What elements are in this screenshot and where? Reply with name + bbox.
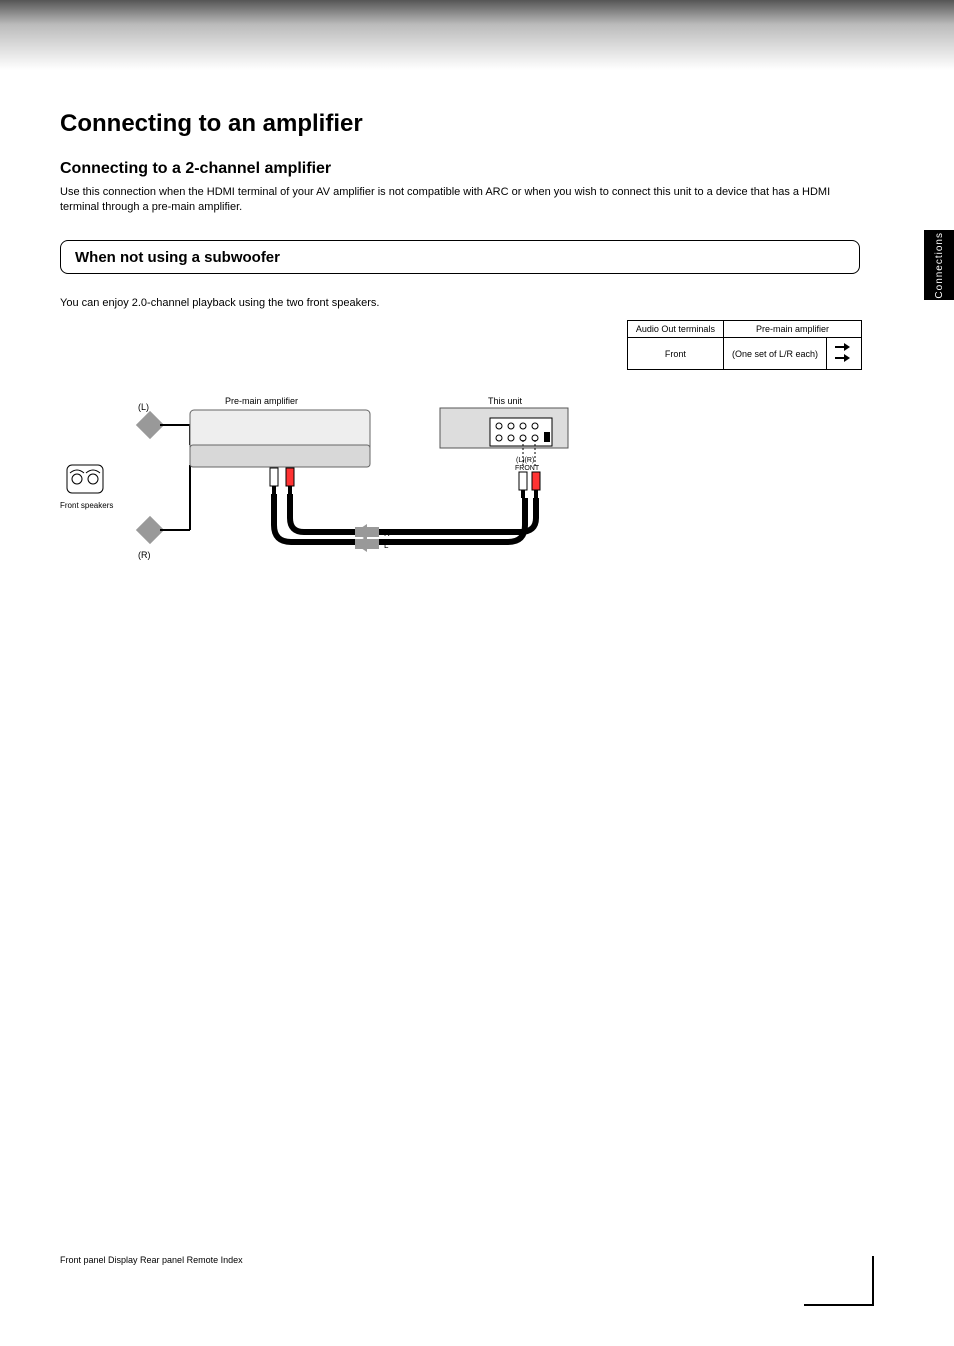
- svg-text:L: L: [384, 541, 389, 550]
- unit-label: This unit: [488, 396, 523, 406]
- terminal-label-2: FRONT: [515, 465, 540, 472]
- intro-paragraph: You can enjoy 2.0-channel playback using…: [60, 295, 560, 312]
- rca-plugs-unit: [519, 472, 540, 498]
- subsection-heading: Connecting to a 2-channel amplifier: [60, 160, 331, 178]
- cable-l: [290, 494, 536, 532]
- footer-nav: Front panel Display Rear panel Remote In…: [60, 1255, 243, 1265]
- table-row-label: Front: [627, 338, 723, 370]
- unit-box: [440, 408, 568, 448]
- arrow-icon: [835, 342, 853, 352]
- side-tab-label: Connections: [934, 232, 945, 299]
- corner-decoration: [872, 1256, 874, 1306]
- table-header-2: Pre-main amplifier: [723, 321, 861, 338]
- frame-title: When not using a subwoofer: [75, 249, 280, 266]
- speaker-left-icon: (L): [136, 402, 164, 439]
- terminal-label: (L)(R): [516, 457, 534, 464]
- amplifier-box: [190, 410, 370, 467]
- table-row-value: (One set of L/R each): [723, 338, 826, 370]
- connection-diagram: (L) (R) Front speakers Pre-main amplifie…: [60, 390, 580, 600]
- amplifier-label: Pre-main amplifier: [225, 396, 298, 406]
- speaker-right-label: (R): [138, 550, 151, 560]
- speakers-group-icon: [67, 465, 103, 493]
- terminal-table: Audio Out terminals Pre-main amplifier F…: [627, 320, 862, 370]
- signal-arrow: R: [355, 524, 390, 540]
- side-tab-connections: Connections: [924, 230, 954, 300]
- table-header-1: Audio Out terminals: [627, 321, 723, 338]
- header-gradient: [0, 0, 954, 70]
- subsection-desc: Use this connection when the HDMI termin…: [60, 185, 860, 216]
- speakers-group-label: Front speakers: [60, 501, 113, 510]
- rca-plugs-amp: [270, 468, 294, 494]
- arrow-icon: [835, 353, 853, 363]
- table-arrows: [827, 338, 862, 370]
- speaker-left-label: (L): [138, 402, 149, 412]
- signal-arrow: L: [355, 536, 389, 552]
- frame-title-box: When not using a subwoofer: [60, 240, 860, 274]
- speaker-right-icon: (R): [136, 516, 164, 560]
- page-title: Connecting to an amplifier: [60, 110, 363, 138]
- svg-text:R: R: [384, 529, 390, 538]
